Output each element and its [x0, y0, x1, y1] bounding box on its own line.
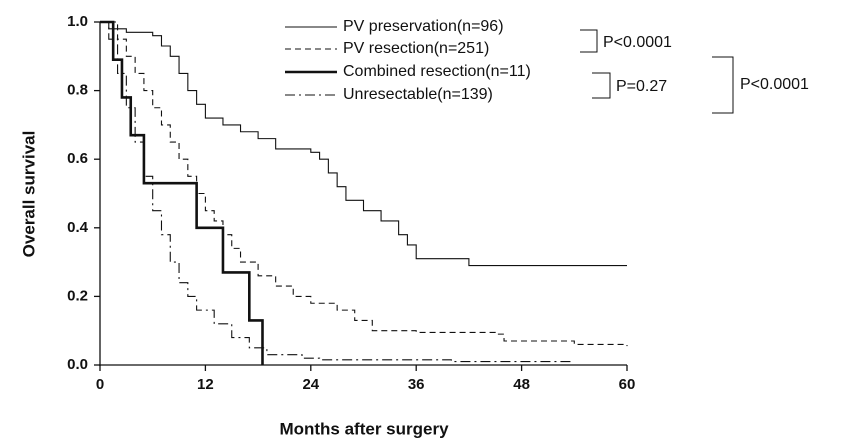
- y-axis-title: Overall survival: [19, 131, 38, 258]
- y-tick-label: 0.2: [67, 287, 88, 304]
- y-tick-label: 0.4: [67, 219, 89, 236]
- x-axis-title: Months after surgery: [279, 419, 449, 438]
- x-tick-label: 36: [408, 376, 425, 393]
- bracket: [712, 56, 734, 114]
- y-tick-label: 0.0: [67, 356, 88, 373]
- survival-curve: [100, 20, 264, 365]
- legend-label: PV preservation(n=96): [343, 18, 504, 35]
- y-tick-label: 0.8: [67, 82, 88, 99]
- survival-curve: [100, 21, 575, 363]
- survival-curve: [100, 21, 628, 347]
- y-tick-label: 0.6: [67, 150, 88, 167]
- x-tick-label: 48: [513, 376, 530, 393]
- legend-label: Unresectable(n=139): [343, 86, 493, 103]
- legend-label: PV resection(n=251): [343, 40, 489, 57]
- p-value: P<0.0001: [603, 34, 672, 51]
- bracket: [580, 29, 598, 53]
- x-tick-label: 12: [197, 376, 214, 393]
- x-tick-label: 24: [302, 376, 319, 393]
- y-tick-label: 1.0: [67, 13, 88, 30]
- survival-curve: [100, 21, 627, 267]
- x-tick-label: 60: [619, 376, 636, 393]
- p-value: P<0.0001: [740, 76, 809, 93]
- legend-label: Combined resection(n=11): [343, 63, 531, 80]
- p-value: P=0.27: [616, 78, 667, 95]
- x-tick-label: 0: [96, 376, 104, 393]
- bracket: [592, 72, 611, 99]
